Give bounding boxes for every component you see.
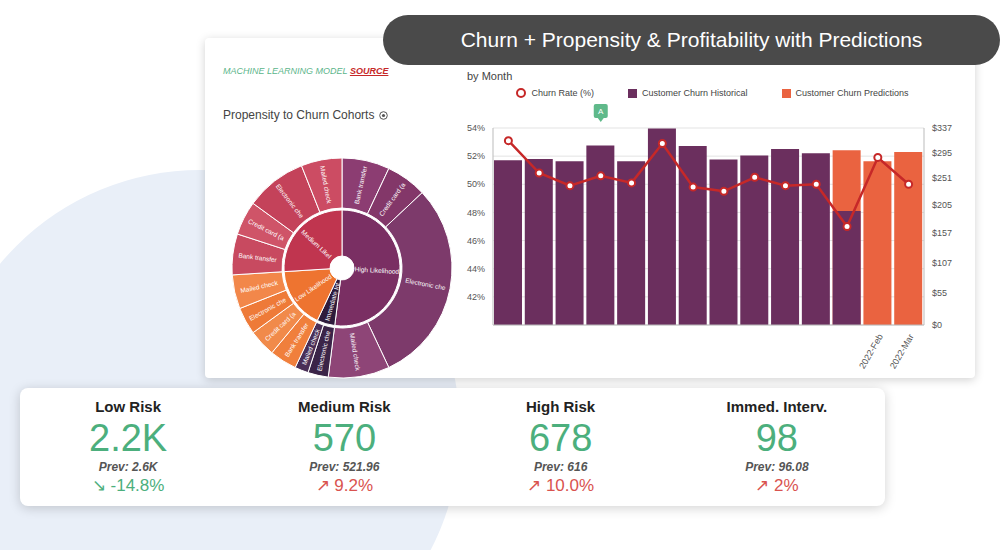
svg-text:Credit card (a: Credit card (a [263,310,297,343]
html-text:Prev: 96.08: Prev: 96.08 [745,460,809,474]
svg-text:$0: $0 [932,320,942,330]
svg-text:High Likelihood: High Likelihood [354,265,399,276]
html-text:Customer Churn Predictions: Customer Churn Predictions [795,88,909,98]
html-text:2.2K: 2.2K [89,417,168,459]
html-text:Churn Rate (%): Churn Rate (%) [531,88,594,98]
svg-text:Mailed check: Mailed check [319,165,333,204]
html-text:Medium Risk: Medium Risk [298,398,391,415]
svg-text:$295: $295 [932,148,952,158]
html-text:Customer Churn Historical: Customer Churn Historical [642,88,748,98]
html-text:↘ -14.8%: ↘ -14.8% [91,476,165,495]
html-text:98: 98 [755,417,798,459]
svg-text:42%: 42% [467,292,485,302]
html-text:↗ 10.0%: ↗ 10.0% [527,476,595,495]
svg-text:Credit card (a: Credit card (a [378,181,408,218]
svg-text:Mailed check: Mailed check [300,328,321,366]
svg-text:$251: $251 [932,173,952,183]
svg-text:$337: $337 [932,123,952,133]
html-text:Prev: 2.6K: Prev: 2.6K [98,460,158,474]
svg-text:Bank transfer: Bank transfer [283,321,310,358]
html-text:↗ 9.2%: ↗ 9.2% [315,476,374,495]
svg-text:Bank transfer: Bank transfer [353,165,368,205]
svg-text:44%: 44% [467,264,485,274]
svg-text:52%: 52% [467,151,485,161]
svg-text:50%: 50% [467,179,485,189]
svg-text:46%: 46% [467,236,485,246]
svg-text:$55: $55 [932,288,947,298]
html-text:High Risk: High Risk [526,398,596,415]
html-text:678: 678 [528,417,593,459]
html-text:Prev: 521.96: Prev: 521.96 [309,460,380,474]
html-text:↗ 2%: ↗ 2% [755,476,799,495]
svg-text:$107: $107 [932,258,952,268]
svg-text:54%: 54% [467,123,485,133]
svg-text:Immediate Int: Immediate Int [323,282,341,322]
svg-text:Electronic che: Electronic che [248,296,287,322]
svg-text:Mailed check: Mailed check [349,333,362,372]
html-text:570: 570 [312,417,377,459]
svg-text:Credit card (a: Credit card (a [247,217,286,242]
svg-text:Electronic che: Electronic che [315,330,332,372]
html-text:Churn + Propensity & Profitabi: Churn + Propensity & Profitability with … [460,28,923,51]
html-text:Prev: 616: Prev: 616 [533,460,588,474]
html-text:MACHINE LEARNING MODEL SOURCE: MACHINE LEARNING MODEL SOURCE [223,66,389,76]
svg-text:2022-Mar: 2022-Mar [888,332,916,370]
svg-text:Electronic che: Electronic che [405,277,447,292]
svg-text:48%: 48% [467,208,485,218]
svg-text:Low Likelihood: Low Likelihood [293,272,333,302]
svg-text:Bank transfer: Bank transfer [238,251,278,263]
svg-text:$157: $157 [932,228,952,238]
svg-text:Mailed check: Mailed check [240,279,279,294]
html-text:Propensity to Churn Cohorts: Propensity to Churn Cohorts [223,108,375,122]
svg-text:A: A [598,107,604,116]
html-text:by Month: by Month [467,70,513,82]
svg-text:Electronic che: Electronic che [275,183,306,220]
svg-text:$205: $205 [932,200,952,210]
svg-text:Medium Likel: Medium Likel [300,228,333,260]
html-text:Immed. Interv.: Immed. Interv. [726,398,828,415]
svg-text:2022-Feb: 2022-Feb [857,332,885,370]
html-text:Low Risk: Low Risk [95,398,161,415]
